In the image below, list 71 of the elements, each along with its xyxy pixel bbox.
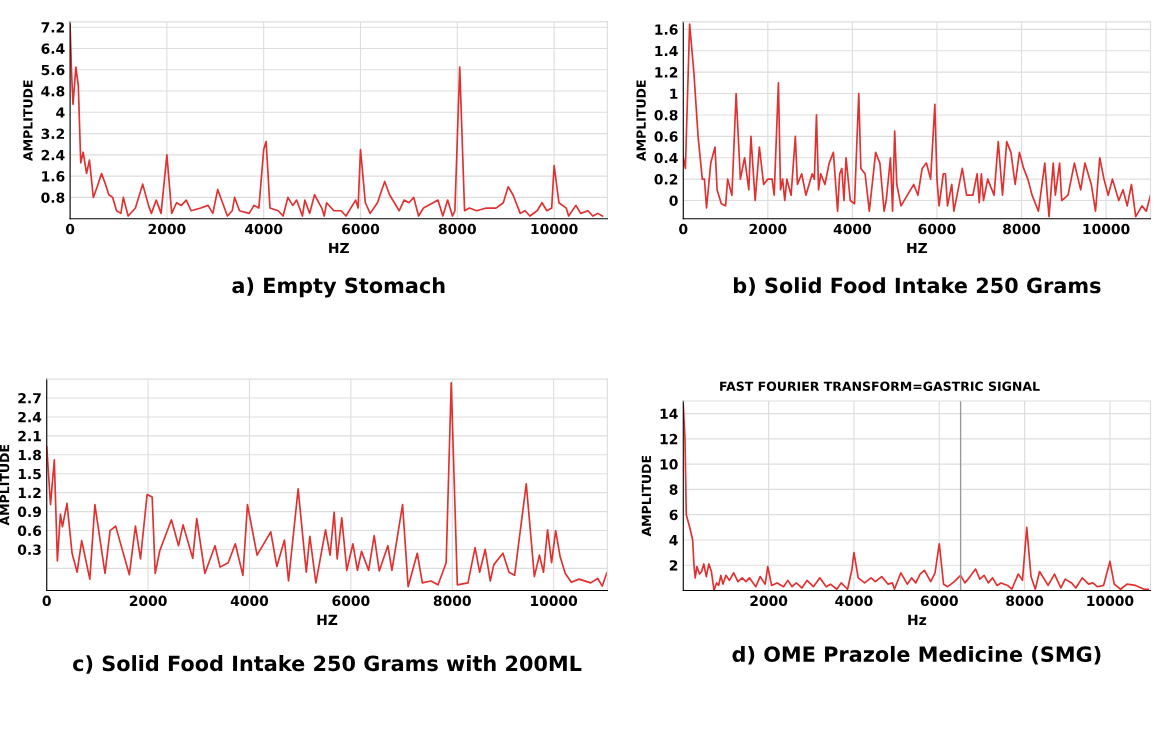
y-axis-title: AMPLITUDE	[636, 80, 646, 161]
x-tick-label: 6000	[920, 595, 958, 607]
line-series	[683, 23, 1151, 218]
x-axis-title: HZ	[329, 242, 349, 254]
y-tick-label: 4	[56, 107, 65, 118]
y-tick-label: 1.5	[18, 468, 41, 480]
x-tick-label: 0	[65, 223, 75, 235]
x-tick-label: 4000	[230, 595, 269, 607]
y-tick-label: 6.4	[41, 43, 65, 54]
x-tick-label: 6000	[332, 595, 370, 607]
y-tick-label: 2.1	[18, 430, 41, 442]
y-tick-label: 2.4	[18, 411, 42, 423]
x-tick-label: 8000	[1003, 223, 1041, 235]
text: a) Empty Stomach	[232, 277, 445, 298]
x-tick-label: 4000	[244, 223, 283, 235]
x-tick-label: 10000	[1087, 595, 1134, 607]
y-tick-label: 0.6	[654, 131, 678, 142]
x-axis-title: HZ	[907, 242, 928, 254]
y-tick-label: 14	[660, 408, 678, 419]
y-tick-label: 1.2	[18, 487, 41, 498]
x-tick-label: 2000	[148, 223, 186, 235]
x-tick-label: 10000	[531, 595, 578, 607]
y-tick-label: 2.4	[41, 149, 65, 161]
text: d) OME Prazole Medicine (SMG)	[732, 645, 1101, 665]
x-tick-label: 8000	[433, 595, 471, 607]
x-tick-label: 6000	[342, 223, 380, 235]
y-tick-label: 6	[669, 509, 678, 521]
text: c) Solid Food Intake 250 Grams with 200ML	[73, 655, 582, 674]
y-tick-label: 1	[670, 88, 678, 99]
x-axis-title: HZ	[317, 614, 338, 625]
y-tick-label: 12	[660, 433, 678, 445]
text: b) Solid Food Intake 250 Grams	[734, 277, 1101, 296]
x-tick-label: 10000	[1083, 223, 1130, 235]
x-tick-label: 2000	[750, 595, 788, 607]
y-tick-label: 1.6	[42, 171, 65, 182]
y-tick-label: 8	[669, 484, 678, 495]
y-tick-label: 7.2	[41, 22, 65, 33]
x-axis-title: Hz	[908, 614, 927, 625]
y-tick-label: 1.6	[655, 24, 678, 35]
y-tick-label: 0.2	[654, 174, 678, 185]
y-tick-label: 1.2	[655, 67, 678, 78]
y-axis-title: AMPLITUDE	[23, 80, 33, 161]
y-tick-label: 5.6	[41, 64, 65, 76]
y-tick-label: 0.8	[41, 192, 65, 203]
y-tick-label: 4.8	[41, 86, 65, 97]
y-tick-label: 0.6	[17, 525, 42, 537]
y-tick-label: 2	[669, 560, 678, 571]
x-tick-label: 2000	[129, 595, 167, 607]
y-tick-label: 10	[660, 459, 678, 470]
y-tick-label: 0.3	[17, 544, 41, 555]
y-tick-label: 3.2	[41, 128, 65, 140]
y-tick-label: 0.8	[654, 109, 678, 121]
y-tick-label: 1.4	[655, 45, 678, 57]
chart-subtitle: FAST FOURIER TRANSFORM=GASTRIC SIGNAL	[720, 381, 1040, 391]
x-tick-label: 10000	[531, 223, 578, 235]
line-series	[46, 382, 608, 588]
y-tick-label: 2.7	[18, 392, 41, 404]
x-tick-label: 2000	[749, 223, 787, 235]
y-tick-label: 4	[669, 535, 678, 546]
y-tick-label: 1.8	[18, 449, 41, 461]
x-tick-label: 4000	[833, 223, 872, 235]
y-tick-label: 0	[669, 195, 678, 206]
x-tick-label: 8000	[438, 223, 476, 235]
x-tick-label: 6000	[918, 223, 956, 235]
y-tick-label: 0.4	[654, 152, 678, 164]
x-tick-label: 8000	[1006, 595, 1044, 607]
x-tick-label: 4000	[835, 595, 873, 607]
x-tick-label: 0	[679, 223, 688, 235]
y-axis-title: AMPLITUDE	[0, 444, 10, 526]
y-axis-title: AMPLITUDE	[641, 455, 652, 537]
y-tick-label: 0.9	[17, 506, 41, 518]
